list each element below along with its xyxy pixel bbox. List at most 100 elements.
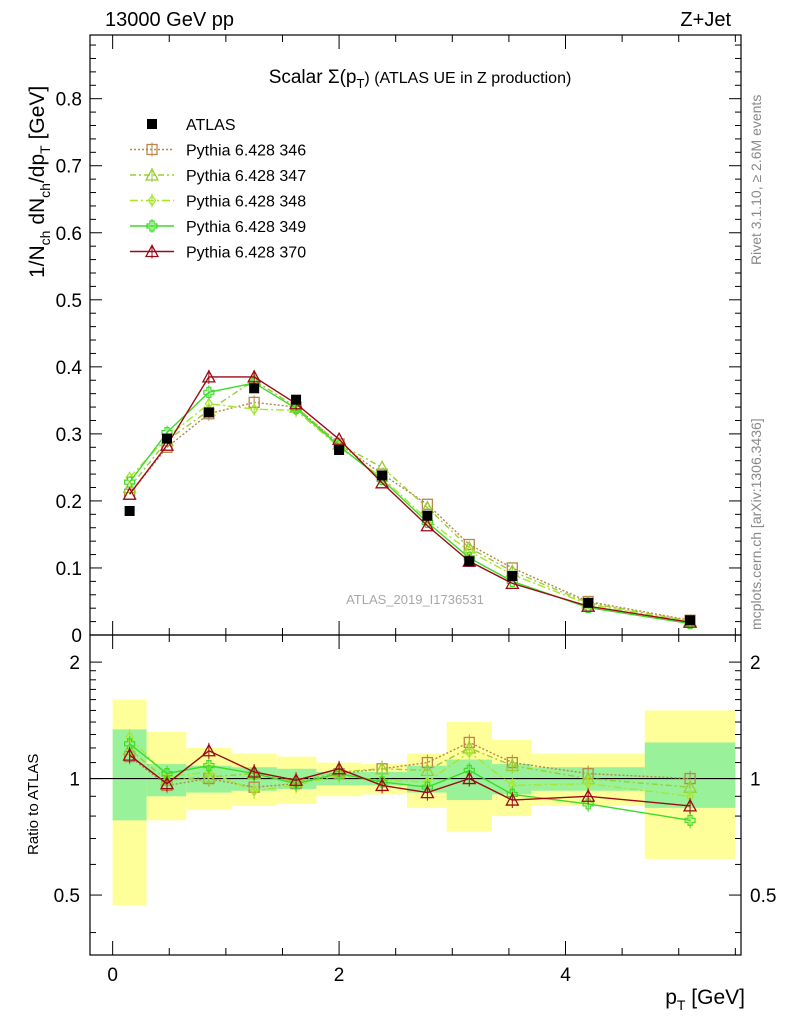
y-tick-label: 0.3 bbox=[56, 425, 82, 446]
ratio-series-point bbox=[247, 764, 262, 778]
mcplots-label: mcplots.cern.ch [arXiv:1306.3436] bbox=[748, 418, 764, 630]
ratio-series-point bbox=[201, 743, 216, 757]
data-point bbox=[583, 597, 594, 608]
ratio-series-point bbox=[203, 760, 215, 772]
legend: ATLAS Pythia 6.428 346 Pythia 6.428 347 Pyt… bbox=[130, 117, 306, 262]
series-point bbox=[201, 369, 216, 383]
legend-marker bbox=[144, 167, 160, 181]
series-line bbox=[129, 376, 691, 623]
legend-label: Pythia 6.428 347 bbox=[186, 168, 306, 185]
data-point bbox=[124, 505, 135, 516]
legend-marker bbox=[144, 244, 160, 258]
y-tick-label: 0.4 bbox=[56, 358, 83, 379]
ratio-y-tick-label-right: 1 bbox=[750, 770, 761, 791]
legend-entry: Pythia 6.428 348 bbox=[130, 193, 306, 211]
data-point bbox=[203, 407, 214, 418]
data-point bbox=[685, 615, 696, 626]
x-axis-title: pT [GeV] bbox=[665, 986, 745, 1013]
series-point bbox=[505, 576, 520, 590]
chart-title: Scalar Σ(pT) (ATLAS UE in Z production) bbox=[269, 67, 572, 91]
series-point bbox=[247, 369, 262, 383]
series-point bbox=[159, 437, 175, 451]
data-point bbox=[507, 571, 518, 582]
series-point bbox=[375, 475, 390, 489]
data-point bbox=[334, 444, 345, 455]
ratio-y-tick-label-right: 2 bbox=[750, 653, 761, 674]
main-axis-ticks: 0 0.1 0.2 0.3 0.4 0.5 0.6 0.7 0.8 bbox=[56, 35, 741, 647]
y-axis-title: 1/Nch dNch/dpT [GeV] bbox=[26, 86, 53, 278]
legend-label: ATLAS bbox=[186, 117, 236, 134]
legend-entry: ATLAS bbox=[147, 117, 236, 134]
series-line bbox=[129, 382, 691, 625]
ratio-series-line bbox=[129, 741, 691, 788]
series-atlas-data bbox=[124, 383, 696, 626]
ratio-series-point bbox=[248, 768, 260, 780]
legend-entry: Pythia 6.428 346 bbox=[130, 142, 306, 160]
ratio-series-point bbox=[462, 771, 477, 785]
data-point bbox=[377, 470, 388, 481]
series-point bbox=[124, 476, 136, 488]
series-point bbox=[331, 431, 347, 445]
ratio-series-point bbox=[288, 772, 304, 786]
ratio-series-point bbox=[505, 758, 520, 772]
y-tick-label: 0.5 bbox=[56, 291, 82, 312]
ratio-series-point bbox=[159, 776, 175, 790]
ratio-y-tick-label: 1 bbox=[69, 770, 80, 791]
data-point bbox=[464, 556, 475, 567]
ratio-series-point bbox=[375, 778, 390, 792]
ratio-series-point bbox=[201, 769, 216, 783]
data-point bbox=[161, 433, 172, 444]
legend-marker bbox=[146, 143, 158, 156]
x-tick-label: 0 bbox=[107, 965, 118, 986]
svg-text:1/Nch dNch/dpT [GeV]: 1/Nch dNch/dpT [GeV] bbox=[26, 86, 53, 278]
y-tick-label: 0.2 bbox=[56, 492, 82, 513]
series-point bbox=[249, 402, 259, 416]
svg-text:pT [GeV]: pT [GeV] bbox=[665, 986, 745, 1013]
legend-marker bbox=[147, 119, 157, 129]
ratio-series-point bbox=[161, 768, 173, 780]
series-point bbox=[203, 386, 215, 398]
ratio-series-point bbox=[420, 785, 435, 799]
ratio-series-pythia-6-428-370 bbox=[122, 742, 698, 814]
legend-entry: Pythia 6.428 347 bbox=[130, 167, 306, 185]
legend-label: Pythia 6.428 346 bbox=[186, 143, 306, 160]
x-tick-label: 4 bbox=[560, 965, 571, 986]
rivet-label: Rivet 3.1.10, ≥ 2.6M events bbox=[748, 95, 764, 265]
ratio-y-axis-title: Ratio to ATLAS bbox=[25, 754, 42, 855]
ratio-y-tick-label: 2 bbox=[69, 653, 80, 674]
legend-entry: Pythia 6.428 370 bbox=[130, 244, 306, 262]
series-line bbox=[129, 379, 691, 622]
ratio-series-point bbox=[581, 788, 596, 802]
ratio-series-point bbox=[464, 746, 474, 759]
ratio-series-line bbox=[129, 736, 691, 797]
y-tick-label: 0 bbox=[71, 626, 82, 647]
series-line bbox=[129, 401, 691, 621]
watermark: ATLAS_2019_I1736531 bbox=[346, 592, 484, 607]
series-point bbox=[122, 480, 137, 494]
legend-entry: Pythia 6.428 349 bbox=[130, 219, 306, 236]
header-left: 13000 GeV pp bbox=[105, 9, 234, 31]
data-point bbox=[291, 394, 302, 405]
series-point bbox=[421, 498, 434, 510]
y-tick-label: 0.8 bbox=[56, 90, 82, 111]
ratio-series-point bbox=[124, 738, 136, 750]
x-tick-label: 2 bbox=[334, 965, 345, 986]
ratio-uncertainty-bands bbox=[90, 699, 741, 906]
y-tick-label: 0.1 bbox=[56, 559, 82, 580]
legend-marker bbox=[147, 194, 157, 207]
ratio-y-tick-label: 0.5 bbox=[54, 886, 80, 907]
ratio-series-point bbox=[122, 747, 137, 761]
ratio-frame bbox=[89, 634, 742, 956]
ratio-series-point bbox=[249, 784, 259, 797]
series-point bbox=[125, 471, 134, 484]
legend-label: Pythia 6.428 370 bbox=[186, 245, 306, 262]
series-point bbox=[463, 538, 475, 551]
ratio-plot-marks bbox=[122, 729, 698, 829]
ratio-y-tick-label-right: 0.5 bbox=[750, 886, 776, 907]
ratio-series-point bbox=[331, 761, 347, 775]
data-point bbox=[249, 383, 260, 394]
ratio-series-point bbox=[682, 798, 698, 812]
y-tick-label: 0.6 bbox=[56, 224, 82, 245]
